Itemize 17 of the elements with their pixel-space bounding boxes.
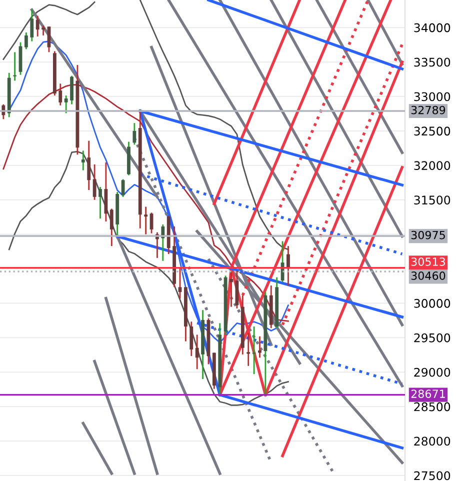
y-tick-label: 34000 — [414, 23, 450, 32]
y-tick-label: 28500 — [414, 402, 450, 412]
y-tick-label: 27500 — [414, 471, 450, 480]
y-tick-label: 33500 — [414, 58, 450, 67]
ref-line-label: 32789 — [411, 106, 446, 114]
y-tick-label: 30000 — [414, 298, 450, 308]
y-tick-label: 28000 — [414, 436, 450, 446]
ref-line-label: 30975 — [411, 230, 445, 240]
y-tick-label: 31500 — [414, 196, 450, 204]
y-tick-label: 32500 — [414, 126, 450, 136]
ref-line-label: 30460 — [411, 272, 446, 280]
ref-line-label: 28671 — [411, 390, 445, 398]
y-tick-label: 32000 — [414, 161, 450, 170]
ref-line-label: 30513 — [411, 258, 446, 266]
y-tick-label: 33000 — [414, 92, 450, 102]
y-tick-label: 29000 — [414, 368, 450, 377]
y-tick-label: 29500 — [414, 333, 450, 342]
